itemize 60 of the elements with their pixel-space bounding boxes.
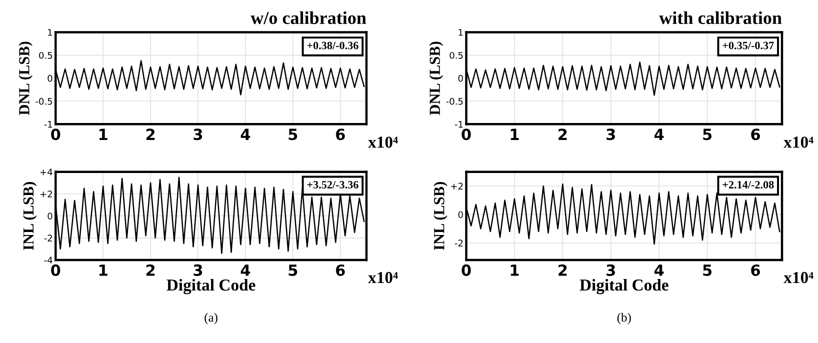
annotation: +0.38/-0.36 (307, 42, 358, 50)
x-tick-label: 1 (510, 264, 519, 276)
y-tick-label: +2 (451, 182, 463, 190)
x-tick-label: 5 (288, 128, 298, 140)
y-tick-label: +2 (40, 190, 52, 198)
text: x10⁴ (368, 136, 398, 148)
y-tick-label: -1 (44, 121, 52, 128)
chart-title: with calibration (659, 11, 782, 24)
x-tick-label: 6 (751, 264, 760, 276)
y-tick-label: 0.5 (39, 52, 52, 59)
x-tick-label: 4 (654, 264, 664, 276)
text: x10⁴ (784, 272, 814, 284)
y-tick-label: -1 (454, 121, 463, 128)
x-tick-label: 5 (703, 264, 712, 276)
y-tick-label: 0 (458, 74, 463, 82)
y-tick-label: 0.5 (450, 52, 463, 59)
x-axis-title: Digital Code (580, 278, 668, 294)
x-tick-label: 2 (558, 128, 567, 140)
x-tick-label: 3 (606, 128, 615, 140)
x-tick-label: 5 (703, 128, 712, 140)
x-tick-label: 1 (99, 264, 108, 276)
x-tick-label: 6 (336, 264, 345, 276)
x-tick-label: 3 (606, 264, 615, 276)
text: x10⁴ (784, 136, 814, 148)
annotation: +0.35/-0.37 (722, 42, 774, 50)
x-tick-label: 4 (654, 128, 664, 140)
x-tick-label: 2 (558, 264, 567, 276)
x-tick-label: 1 (99, 128, 108, 140)
x-tick-label: 4 (240, 128, 250, 140)
y-tick-label: -0.5 (446, 98, 463, 105)
y-axis-title: DNL (LSB) (18, 42, 32, 116)
text: x10⁴ (368, 272, 398, 284)
y-tick-label: -2 (44, 234, 52, 242)
y-tick-label: +4 (40, 168, 52, 176)
x-tick-label: 2 (146, 264, 155, 276)
y-axis-title: INL (LSB) (22, 182, 37, 250)
y-axis-title: INL (LSB) (434, 182, 448, 250)
y-tick-label: 1 (458, 29, 463, 36)
x-tick-label: 3 (194, 264, 202, 276)
y-axis-title: DNL (LSB) (429, 42, 444, 116)
y-tick-label: 0 (48, 74, 52, 82)
y-tick-label: -2 (454, 240, 463, 246)
y-tick-label: -0.5 (36, 98, 52, 105)
y-tick-label: 0 (458, 211, 463, 218)
x-tick-label: 5 (288, 264, 298, 276)
x-tick-label: 6 (751, 128, 760, 140)
x-tick-label: 3 (194, 128, 202, 140)
text: (a) (204, 312, 218, 324)
x-tick-label: 6 (336, 128, 345, 140)
annotation: +3.52/-3.36 (307, 181, 358, 189)
text: (b) (617, 312, 631, 324)
x-tick-label: 4 (240, 264, 250, 276)
x-axis-title: Digital Code (166, 278, 256, 294)
y-tick-label: -4 (44, 256, 52, 264)
x-tick-label: 1 (510, 128, 519, 140)
x-tick-label: 2 (146, 128, 155, 140)
y-tick-label: 1 (48, 29, 52, 36)
annotation: +2.14/-2.08 (722, 180, 774, 189)
chart-title: w/o calibration (250, 11, 366, 24)
y-tick-label: 0 (48, 212, 52, 220)
